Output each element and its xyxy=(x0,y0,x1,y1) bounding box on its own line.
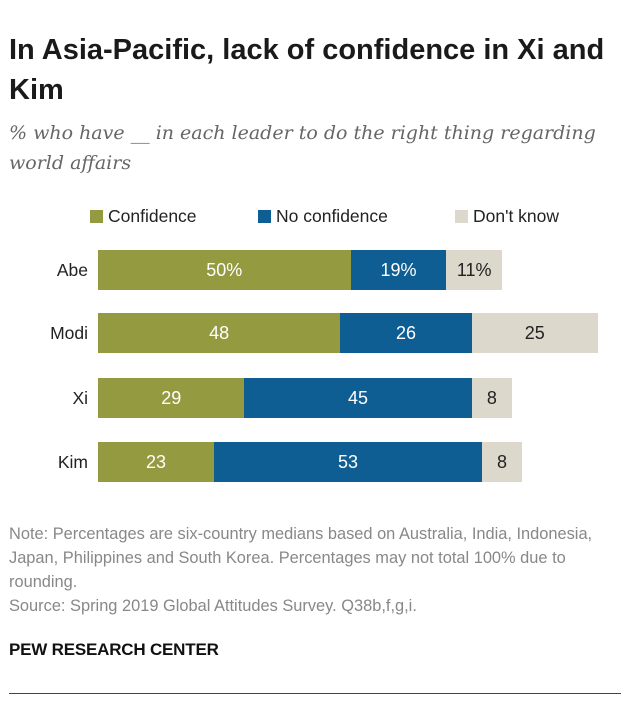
row-label-xi: Xi xyxy=(72,388,88,408)
notes: Note: Percentages are six-country median… xyxy=(9,522,621,618)
row-label-modi: Modi xyxy=(50,323,88,343)
bar-kim-no-confidence: 53 xyxy=(214,442,482,482)
bar-kim-confidence: 23 xyxy=(98,442,215,482)
note-text: Note: Percentages are six-country median… xyxy=(9,525,593,591)
bar-kim-don-t-know: 8 xyxy=(481,442,523,482)
data-label: 53 xyxy=(337,451,358,472)
chart-title: In Asia-Pacific, lack of confidence in X… xyxy=(9,34,605,106)
bar-xi-don-t-know: 8 xyxy=(471,378,513,418)
legend-swatch xyxy=(90,209,103,223)
data-label: 23 xyxy=(146,451,167,472)
legend: Confidence No confidence Don't know xyxy=(0,203,628,229)
bar-modi-confidence: 48 xyxy=(98,313,341,353)
bar-abe-don-t-know: 11% xyxy=(446,250,502,290)
bar-abe-confidence: 50% xyxy=(98,250,351,290)
bar-modi-no-confidence: 26 xyxy=(340,313,472,353)
bar-xi-confidence: 29 xyxy=(98,378,245,418)
legend-item-no-confidence: No confidence xyxy=(258,203,388,229)
source-text: Source: Spring 2019 Global Attitudes Sur… xyxy=(9,597,417,615)
row-label-abe: Abe xyxy=(56,260,88,280)
chart-subtitle: % who have __ in each leader to do the r… xyxy=(9,122,596,174)
legend-item-confidence: Confidence xyxy=(90,203,197,229)
data-label: 48 xyxy=(209,322,230,343)
data-label: 50% xyxy=(206,259,243,280)
legend-label: No confidence xyxy=(276,205,388,226)
legend-item-don-t-know: Don't know xyxy=(455,203,559,229)
data-label: 45 xyxy=(348,387,369,408)
data-label: 11% xyxy=(456,259,492,280)
bar-modi-don-t-know: 25 xyxy=(471,313,598,353)
data-label: 26 xyxy=(396,322,417,343)
legend-swatch xyxy=(258,209,271,223)
bar-chart: Abe 50% 19% 11% Modi 48 26 25 Xi 29 45 8 Kim 23 53 8 xyxy=(0,240,628,500)
legend-swatch xyxy=(455,209,468,223)
footer-rule xyxy=(9,693,621,694)
data-label: 25 xyxy=(524,322,545,343)
data-label: 8 xyxy=(486,387,497,408)
data-label: 19% xyxy=(380,259,417,280)
data-label: 29 xyxy=(161,387,182,408)
bar-abe-no-confidence: 19% xyxy=(350,250,447,290)
brand-logo-text: PEW RESEARCH CENTER xyxy=(9,640,219,659)
bar-xi-no-confidence: 45 xyxy=(244,378,472,418)
legend-label: Don't know xyxy=(473,205,560,226)
data-label: 8 xyxy=(496,451,507,472)
row-label-kim: Kim xyxy=(57,452,88,472)
legend-label: Confidence xyxy=(108,205,197,226)
